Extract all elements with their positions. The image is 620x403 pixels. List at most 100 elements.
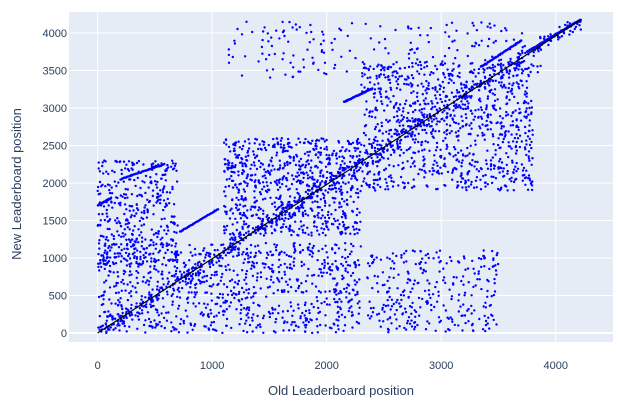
data-point bbox=[424, 103, 427, 106]
data-point bbox=[363, 113, 366, 116]
data-point bbox=[323, 261, 326, 264]
data-point bbox=[198, 279, 202, 283]
data-point bbox=[281, 178, 284, 181]
data-point bbox=[525, 139, 528, 142]
data-point bbox=[107, 204, 110, 207]
data-point bbox=[268, 312, 272, 315]
data-point bbox=[270, 169, 273, 172]
data-point bbox=[447, 35, 451, 38]
data-point bbox=[295, 143, 298, 146]
data-point bbox=[403, 307, 407, 310]
data-point bbox=[566, 21, 569, 24]
data-point bbox=[491, 135, 495, 138]
data-point bbox=[398, 121, 401, 124]
data-point bbox=[521, 84, 524, 87]
data-point bbox=[284, 280, 288, 283]
data-point bbox=[286, 321, 289, 324]
data-point bbox=[239, 312, 242, 315]
data-point bbox=[135, 269, 138, 273]
data-point bbox=[513, 136, 517, 140]
data-point bbox=[244, 181, 247, 184]
data-point bbox=[265, 181, 268, 184]
data-point bbox=[416, 99, 419, 103]
data-point bbox=[395, 110, 399, 113]
data-point bbox=[315, 147, 318, 150]
data-point bbox=[275, 220, 278, 224]
data-point bbox=[500, 121, 503, 124]
data-point bbox=[128, 270, 132, 273]
data-point bbox=[163, 229, 166, 232]
data-point bbox=[159, 194, 162, 197]
data-point bbox=[280, 200, 283, 203]
data-point bbox=[128, 257, 132, 260]
data-point bbox=[411, 130, 414, 134]
data-point bbox=[144, 174, 148, 178]
data-point bbox=[345, 290, 348, 293]
data-point bbox=[301, 213, 304, 216]
data-point bbox=[233, 296, 236, 300]
data-point bbox=[251, 30, 254, 34]
data-point bbox=[387, 188, 390, 191]
data-point bbox=[253, 206, 257, 209]
data-point bbox=[477, 44, 481, 47]
data-point bbox=[490, 295, 493, 298]
data-point bbox=[101, 294, 105, 297]
data-point bbox=[409, 104, 413, 108]
data-point bbox=[344, 228, 347, 231]
data-point bbox=[108, 298, 111, 301]
data-point bbox=[418, 103, 422, 106]
data-point bbox=[350, 314, 354, 317]
data-point bbox=[107, 172, 110, 176]
data-point bbox=[372, 48, 376, 51]
data-point bbox=[219, 256, 222, 259]
data-point bbox=[467, 185, 470, 188]
data-point bbox=[422, 123, 425, 126]
data-point bbox=[264, 148, 268, 152]
data-point bbox=[285, 161, 289, 164]
data-point bbox=[260, 223, 263, 226]
data-point bbox=[259, 217, 262, 220]
data-point bbox=[292, 66, 295, 69]
data-point bbox=[174, 242, 178, 245]
data-point bbox=[252, 285, 256, 289]
data-point bbox=[487, 37, 491, 41]
data-point bbox=[105, 170, 108, 173]
data-point bbox=[499, 146, 502, 149]
data-point bbox=[125, 218, 128, 221]
data-point bbox=[450, 318, 454, 321]
data-point bbox=[333, 277, 336, 280]
data-point bbox=[401, 161, 404, 164]
data-point bbox=[140, 240, 144, 243]
data-point bbox=[392, 94, 395, 98]
data-point bbox=[116, 275, 120, 278]
data-point bbox=[398, 142, 402, 145]
data-point bbox=[223, 190, 226, 193]
data-point bbox=[231, 198, 234, 201]
data-point bbox=[578, 24, 581, 27]
data-point bbox=[506, 189, 509, 192]
data-point bbox=[383, 66, 386, 69]
data-point bbox=[137, 228, 140, 231]
data-point bbox=[140, 224, 143, 227]
data-point bbox=[501, 140, 505, 144]
data-point bbox=[447, 46, 451, 50]
data-point bbox=[483, 82, 487, 86]
data-point bbox=[170, 330, 173, 333]
data-point bbox=[373, 173, 376, 176]
data-point bbox=[455, 186, 459, 189]
data-point bbox=[199, 268, 202, 271]
data-point bbox=[142, 323, 146, 327]
data-point bbox=[500, 75, 503, 79]
data-point bbox=[422, 115, 425, 118]
data-point bbox=[282, 329, 285, 332]
data-point bbox=[405, 260, 408, 263]
data-point bbox=[199, 262, 203, 266]
data-point bbox=[525, 143, 528, 146]
data-point bbox=[499, 65, 503, 69]
data-point bbox=[236, 273, 239, 277]
data-point bbox=[297, 70, 300, 73]
data-point bbox=[500, 29, 503, 33]
data-point bbox=[422, 159, 425, 162]
data-point bbox=[480, 108, 483, 112]
data-point bbox=[416, 282, 419, 285]
